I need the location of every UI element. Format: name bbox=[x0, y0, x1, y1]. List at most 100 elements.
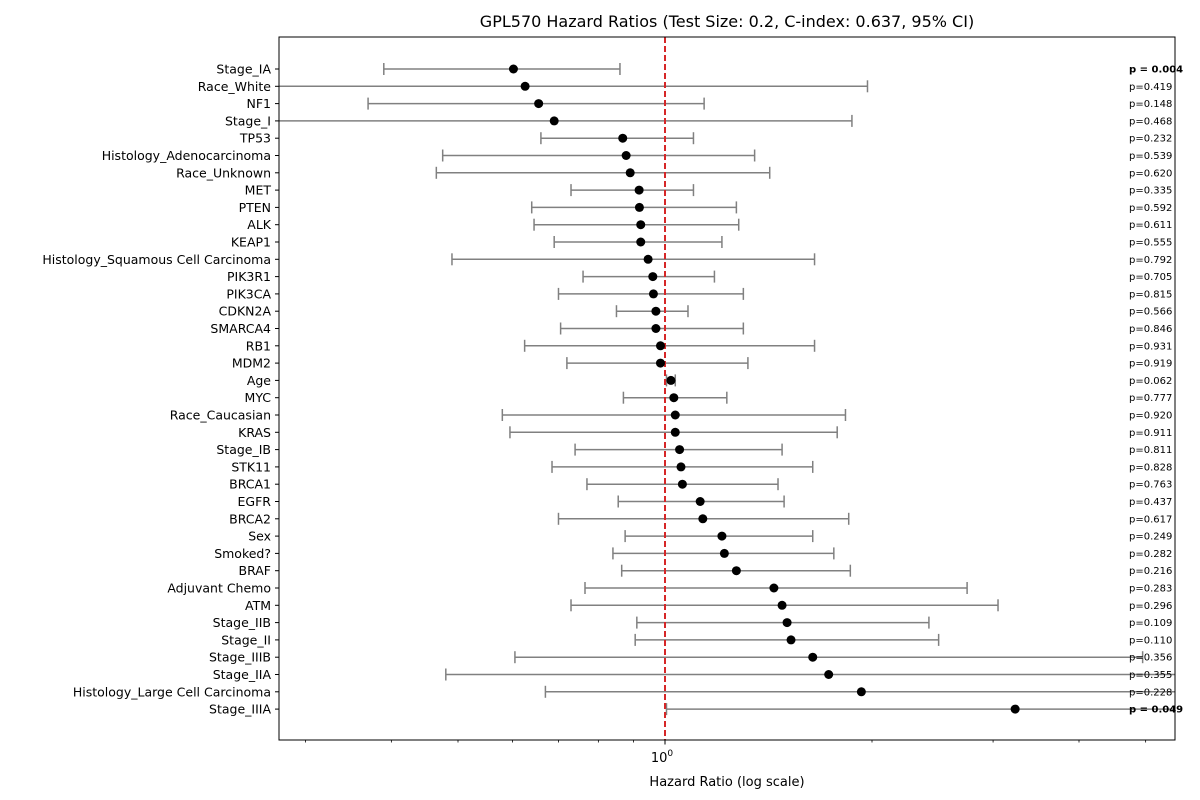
row-label-stage-iiia: Stage_IIIA bbox=[209, 702, 271, 717]
hr-point bbox=[717, 531, 727, 541]
p-value-label: p = 0.004 bbox=[1129, 65, 1183, 76]
plot-frame bbox=[278, 36, 1176, 741]
forest-row: Race_White bbox=[198, 79, 869, 94]
p-value-label: p=0.228 bbox=[1129, 687, 1172, 698]
row-label-sex: Sex bbox=[248, 529, 271, 544]
row-label-brca1: BRCA1 bbox=[229, 477, 271, 492]
hr-point bbox=[782, 618, 792, 628]
hr-point bbox=[618, 133, 628, 143]
forest-row: PTEN bbox=[239, 200, 738, 215]
forest-row: STK11 bbox=[231, 459, 814, 474]
forest-row: BRCA2 bbox=[229, 511, 850, 526]
forest-row: KEAP1 bbox=[231, 235, 723, 250]
hr-point bbox=[636, 237, 646, 247]
row-label-alk: ALK bbox=[247, 217, 272, 232]
p-value-label: p=0.539 bbox=[1129, 151, 1172, 162]
hr-point bbox=[520, 81, 530, 91]
hr-point bbox=[625, 168, 635, 178]
hr-point bbox=[677, 479, 687, 489]
forest-row: Histology_Squamous Cell Carcinoma bbox=[42, 252, 816, 267]
p-value-label: p=0.555 bbox=[1129, 238, 1172, 249]
row-label-pik3r1: PIK3R1 bbox=[227, 269, 271, 284]
row-label-stage-iiib: Stage_IIIB bbox=[209, 650, 271, 665]
row-label-stage-ib: Stage_IB bbox=[216, 442, 271, 457]
row-label-pik3ca: PIK3CA bbox=[226, 286, 271, 301]
row-label-adjuvant-chemo: Adjuvant Chemo bbox=[167, 581, 271, 596]
forest-row: Histology_Adenocarcinoma bbox=[102, 148, 756, 163]
row-label-braf: BRAF bbox=[239, 563, 272, 578]
row-label-atm: ATM bbox=[245, 598, 271, 613]
hr-point bbox=[621, 151, 631, 160]
hr-point bbox=[808, 652, 818, 662]
forest-row: Stage_IIA bbox=[213, 667, 1175, 682]
row-label-histology-adenocarcinoma: Histology_Adenocarcinoma bbox=[102, 148, 271, 163]
row-label-stage-ia: Stage_IA bbox=[216, 62, 271, 77]
forest-row: KRAS bbox=[238, 425, 838, 440]
row-label-smarca4: SMARCA4 bbox=[210, 321, 271, 336]
forest-row: Age bbox=[247, 373, 677, 388]
row-label-stage-ii: Stage_II bbox=[221, 632, 271, 647]
forest-row: RB1 bbox=[246, 338, 816, 353]
p-value-label: p=0.617 bbox=[1129, 514, 1172, 525]
forest-row: TP53 bbox=[239, 131, 695, 146]
x-tick-label: 100 bbox=[651, 749, 674, 766]
row-label-rb1: RB1 bbox=[246, 338, 271, 353]
row-label-age: Age bbox=[247, 373, 271, 388]
forest-row: MET bbox=[245, 183, 695, 198]
forest-row: Race_Unknown bbox=[176, 165, 771, 180]
p-value-label: p=0.148 bbox=[1129, 99, 1172, 110]
row-label-race-unknown: Race_Unknown bbox=[176, 165, 271, 180]
forest-row: Smoked? bbox=[214, 546, 835, 561]
hr-point bbox=[655, 358, 665, 368]
row-label-stk11: STK11 bbox=[231, 459, 271, 474]
p-value-label: p=0.811 bbox=[1129, 445, 1172, 456]
p-value-label: p=0.846 bbox=[1129, 324, 1172, 335]
p-value-label: p=0.296 bbox=[1129, 601, 1172, 612]
p-value-label: p=0.611 bbox=[1129, 220, 1172, 231]
p-value-label: p=0.437 bbox=[1129, 497, 1172, 508]
row-label-race-white: Race_White bbox=[198, 79, 272, 94]
hr-point bbox=[655, 341, 665, 351]
hr-point bbox=[786, 635, 796, 645]
hr-point bbox=[856, 687, 866, 697]
p-value-label: p=0.911 bbox=[1129, 428, 1172, 439]
row-label-met: MET bbox=[245, 183, 272, 198]
row-label-brca2: BRCA2 bbox=[229, 511, 271, 526]
p-value-label: p=0.282 bbox=[1129, 549, 1172, 560]
hr-point bbox=[648, 272, 658, 282]
row-label-nf1: NF1 bbox=[247, 96, 272, 111]
forest-row: NF1 bbox=[247, 96, 705, 111]
hr-point bbox=[670, 427, 680, 437]
hazard-points bbox=[508, 64, 1020, 714]
forest-row: Stage_IIB bbox=[213, 615, 930, 630]
hr-point bbox=[676, 462, 686, 472]
row-label-histology-squamous-cell-carcinoma: Histology_Squamous Cell Carcinoma bbox=[42, 252, 271, 267]
hr-point bbox=[719, 548, 729, 558]
p-value-label: p=0.216 bbox=[1129, 566, 1172, 577]
p-value-label: p=0.356 bbox=[1129, 653, 1172, 664]
hr-point bbox=[508, 64, 518, 74]
p-value-label: p=0.249 bbox=[1129, 532, 1172, 543]
hr-point bbox=[698, 514, 708, 524]
hr-point bbox=[675, 445, 685, 455]
p-value-label: p=0.592 bbox=[1129, 203, 1172, 214]
forest-row: Race_Caucasian bbox=[170, 408, 847, 423]
row-label-tp53: TP53 bbox=[239, 131, 271, 146]
p-value-labels: p = 0.004 p=0.419 p=0.148 p=0.468 p=0.232 p=0… bbox=[1129, 65, 1183, 716]
hr-point bbox=[777, 600, 787, 610]
hr-point bbox=[634, 202, 644, 212]
p-value-label: p=0.355 bbox=[1129, 670, 1172, 681]
forest-row: MYC bbox=[245, 390, 728, 405]
forest-row: SMARCA4 bbox=[210, 321, 745, 336]
hr-point bbox=[636, 220, 646, 230]
p-value-label: p=0.828 bbox=[1129, 462, 1172, 473]
forest-row: Stage_IB bbox=[216, 442, 783, 457]
p-value-label: p=0.109 bbox=[1129, 618, 1172, 629]
hr-point bbox=[731, 566, 741, 576]
row-label-mdm2: MDM2 bbox=[232, 356, 271, 371]
forest-row: Histology_Large Cell Carcinoma bbox=[73, 684, 1175, 699]
hr-point bbox=[824, 670, 834, 679]
hr-point bbox=[651, 306, 661, 316]
forest-row: Stage_IIIB bbox=[209, 650, 1144, 665]
